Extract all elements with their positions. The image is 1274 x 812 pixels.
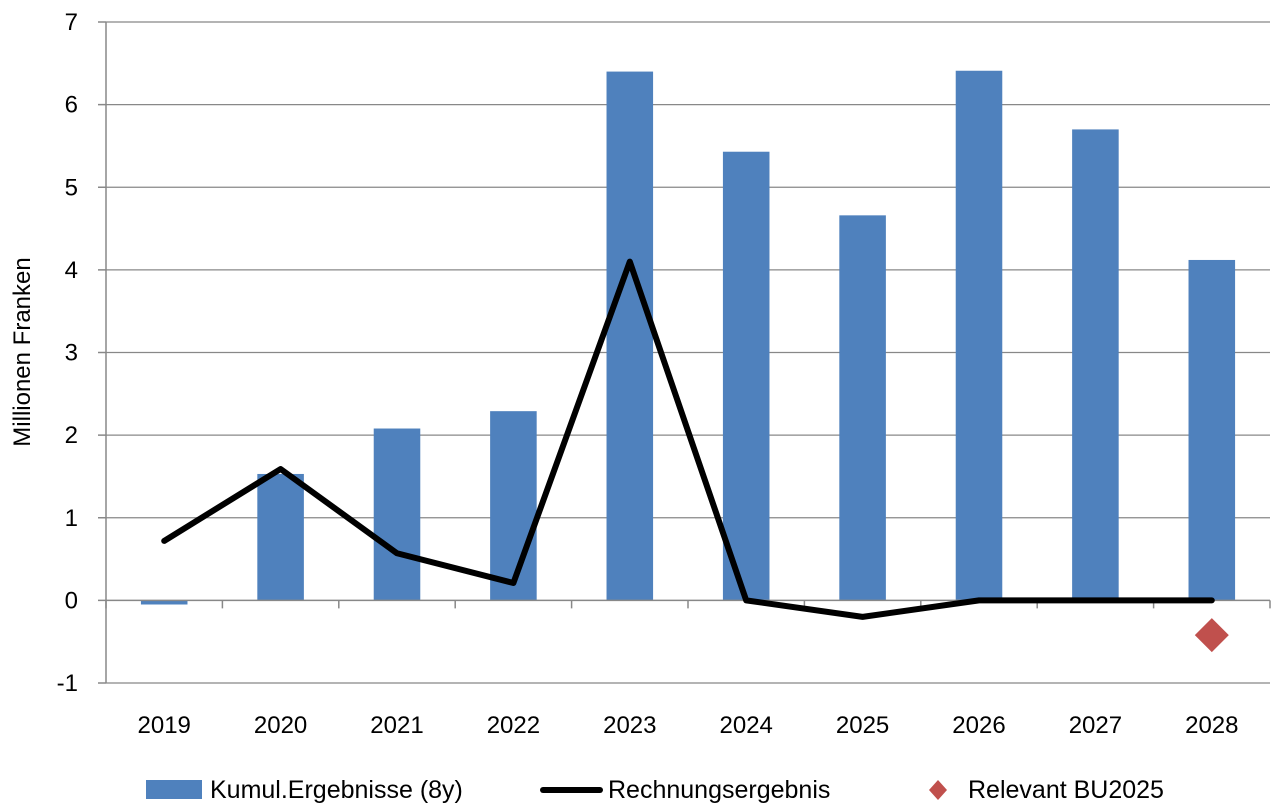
x-tick-label: 2024 [720, 712, 773, 739]
bar [839, 215, 886, 601]
legend-label-bars: Kumul.Ergebnisse (8y) [210, 776, 463, 804]
series-line [161, 258, 1215, 620]
y-tick-label: -1 [57, 670, 78, 697]
y-tick-label: 6 [65, 92, 78, 119]
line-series [161, 258, 1215, 620]
x-tick-label: 2023 [603, 712, 656, 739]
y-tick-label: 1 [65, 505, 78, 532]
x-tick-label: 2027 [1069, 712, 1122, 739]
bar [140, 600, 188, 605]
bar [722, 151, 770, 601]
legend-item-marker: Relevant BU2025 [929, 776, 1164, 804]
x-tick-label: 2021 [370, 712, 423, 739]
y-tick-label: 3 [65, 340, 78, 367]
bar [1072, 129, 1119, 601]
legend-label-marker: Relevant BU2025 [968, 776, 1164, 804]
scatter-series [1194, 618, 1229, 653]
y-tick-label: 2 [65, 422, 78, 449]
x-tick-label: 2022 [487, 712, 540, 739]
bar-series [140, 70, 1236, 605]
legend-swatch-diamond [929, 780, 947, 800]
bar [1188, 259, 1236, 601]
legend-swatch-bars [146, 780, 202, 799]
y-tick-label: 7 [65, 9, 78, 36]
x-tick-label: 2019 [138, 712, 191, 739]
y-tick-labels: -1 0 1 2 3 4 5 6 7 [57, 9, 78, 697]
y-tick-label: 4 [65, 257, 78, 284]
x-tick-label: 2020 [254, 712, 307, 739]
legend-label-line: Rechnungsergebnis [608, 776, 830, 804]
bar [606, 71, 654, 601]
legend-item-bars: Kumul.Ergebnisse (8y) [146, 776, 463, 804]
y-tick-label: 0 [65, 587, 78, 614]
bar [490, 411, 537, 601]
y-tick-label: 5 [65, 174, 78, 201]
bar [257, 473, 304, 601]
bar [955, 70, 1003, 601]
x-tick-label: 2025 [836, 712, 889, 739]
y-axis-title: Millionen Franken [9, 257, 36, 446]
legend: Kumul.Ergebnisse (8y) Rechnungsergebnis … [146, 776, 1164, 804]
diamond-marker [1194, 618, 1229, 653]
x-tick-label: 2028 [1185, 712, 1238, 739]
legend-item-line: Rechnungsergebnis [540, 776, 830, 804]
x-tick-label: 2026 [952, 712, 1005, 739]
x-tick-labels: 2019 2020 2021 2022 2023 2024 2025 2026 2027 2028 [138, 712, 1239, 739]
bar [373, 428, 421, 601]
